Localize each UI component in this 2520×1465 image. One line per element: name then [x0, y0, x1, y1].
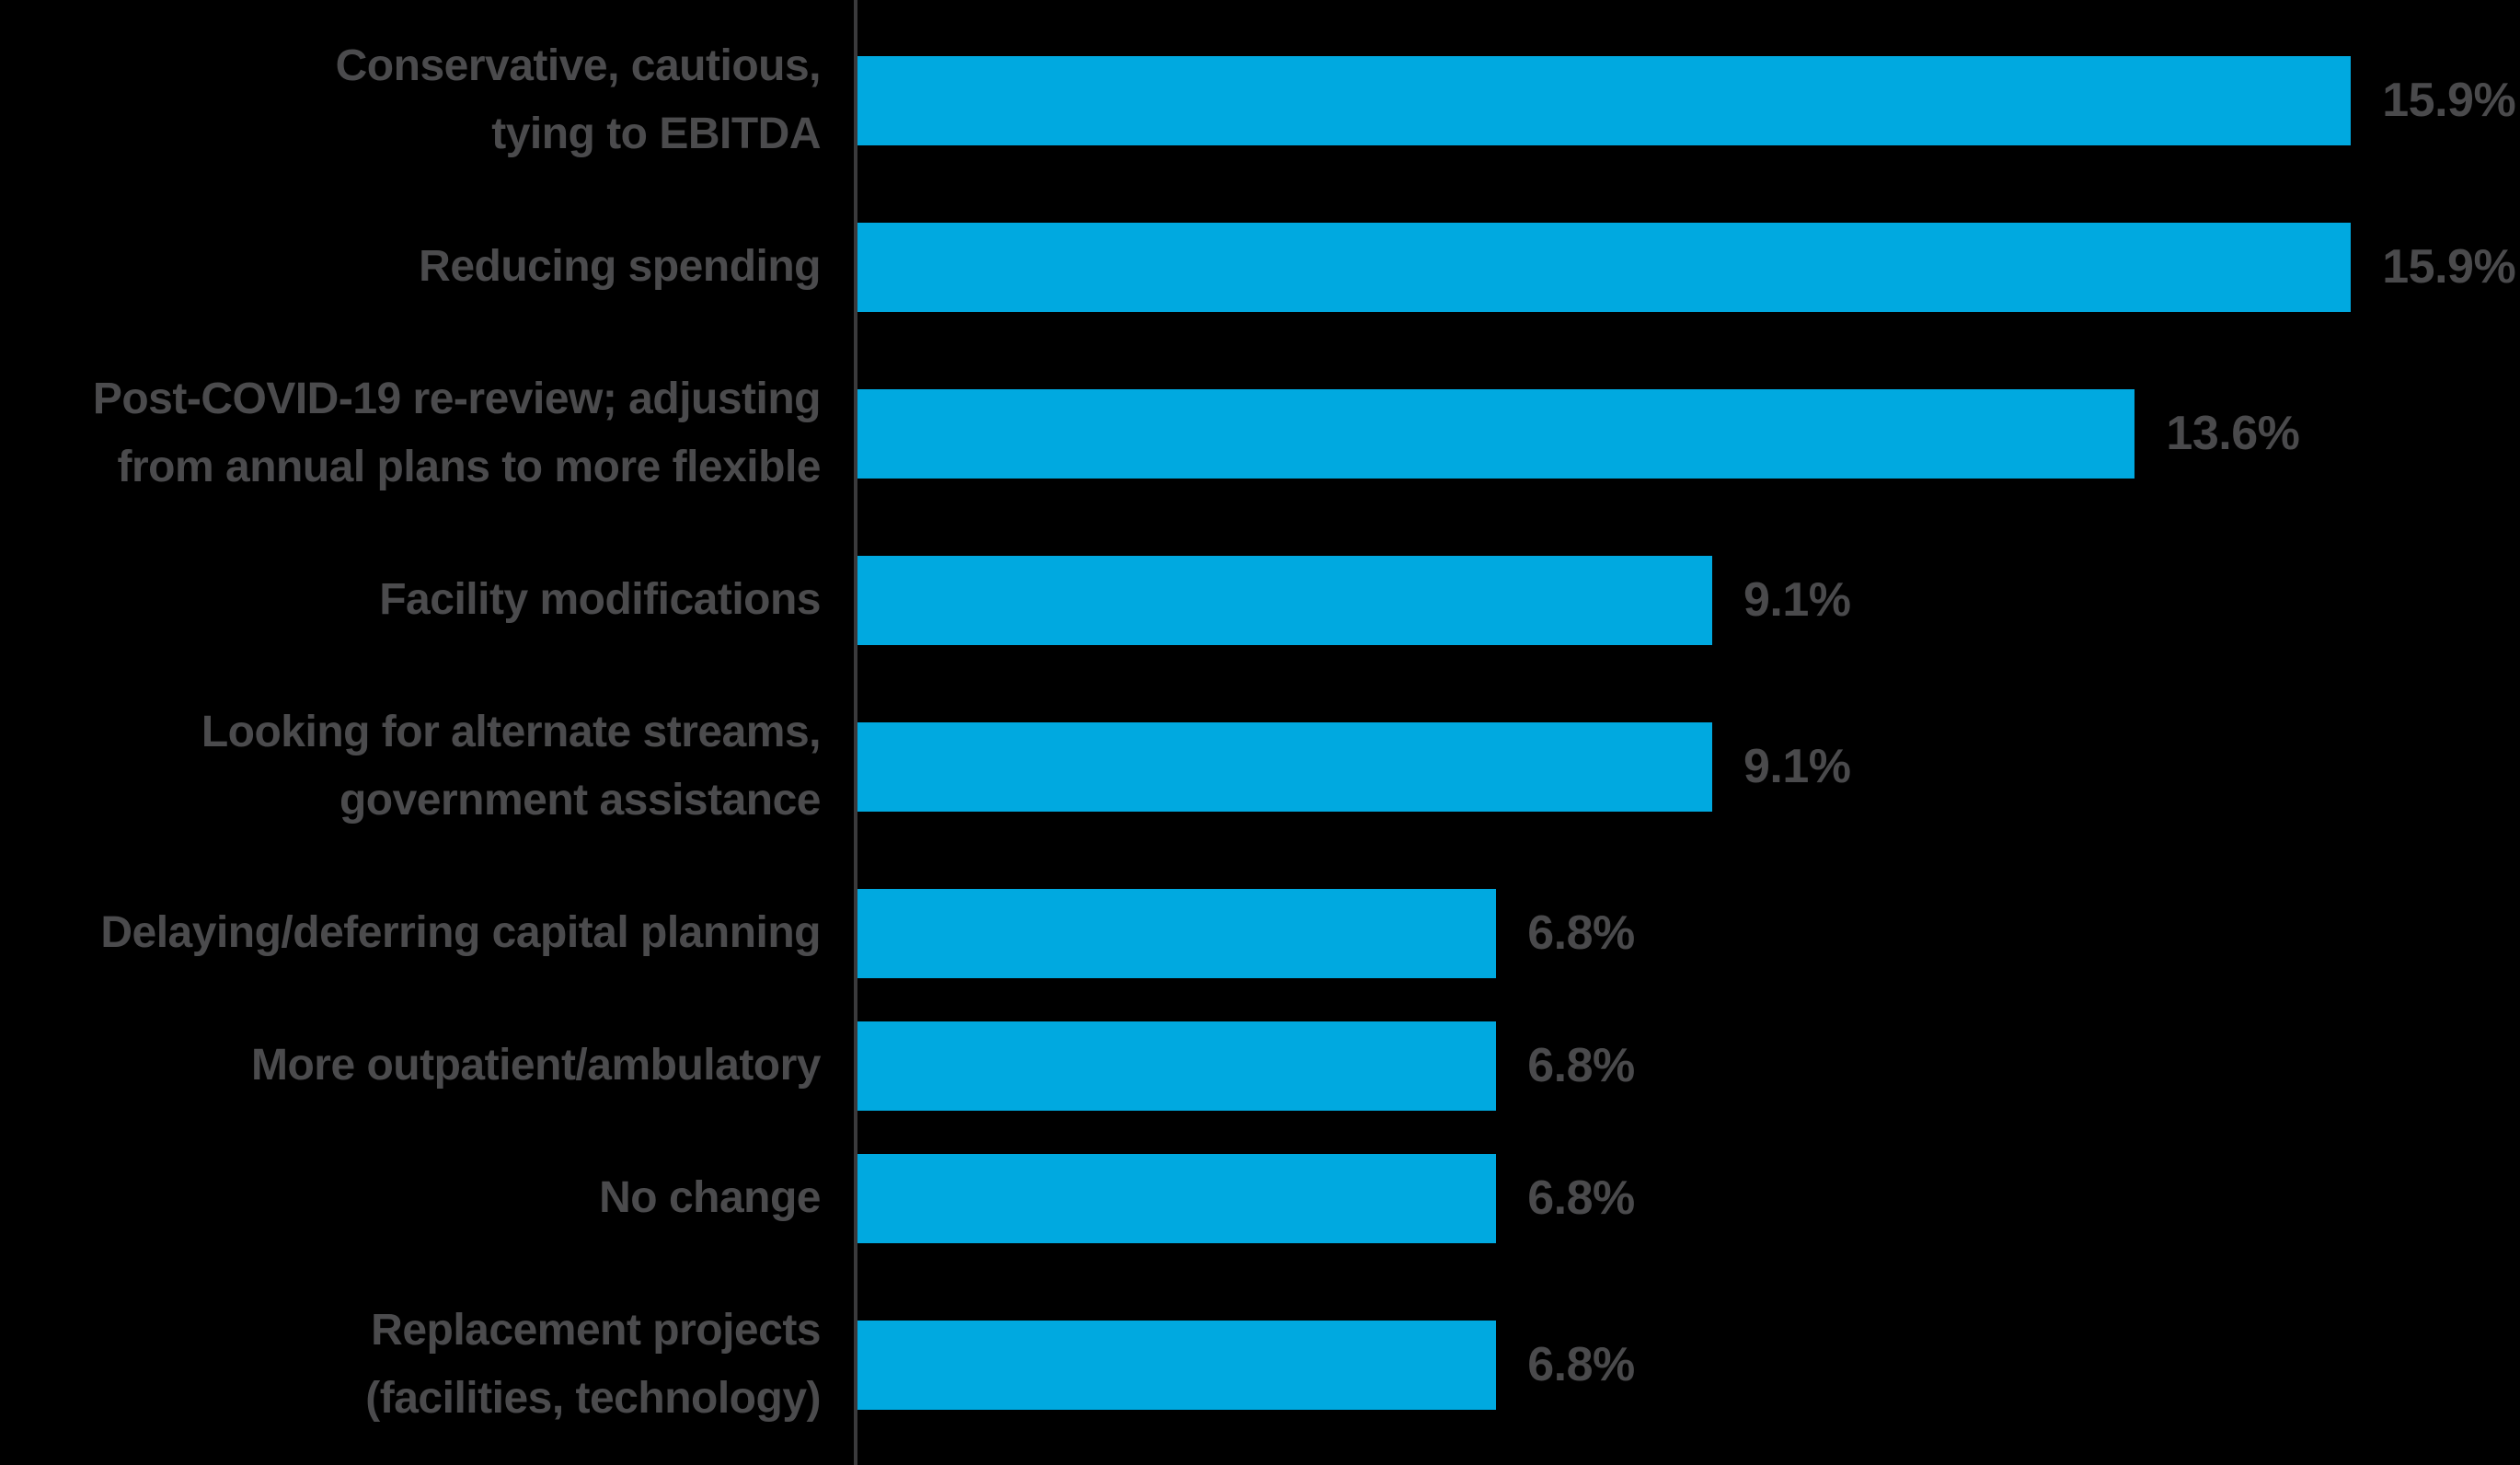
bar-cell: 6.8% — [854, 867, 2520, 999]
chart-row: No change 6.8% — [0, 1132, 2520, 1264]
chart-row: Conservative, cautious, tying to EBITDA 1… — [0, 0, 2520, 201]
category-label: Reducing spending — [419, 242, 821, 291]
value-label: 6.8% — [1527, 1039, 1635, 1092]
value-label: 9.1% — [1743, 740, 1851, 793]
chart-row: More outpatient/ambulatory 6.8% — [0, 999, 2520, 1132]
chart-row: Post-COVID-19 re-review; adjusting from … — [0, 333, 2520, 534]
chart-row: Looking for alternate streams, governmen… — [0, 666, 2520, 867]
bar — [857, 1153, 1497, 1243]
chart-row: Reducing spending 15.9% — [0, 201, 2520, 333]
value-label: 15.9% — [2382, 74, 2516, 127]
bar — [857, 388, 2135, 479]
category-label: More outpatient/ambulatory — [250, 1041, 822, 1090]
bar — [857, 1021, 1497, 1111]
bar-cell: 6.8% — [854, 1264, 2520, 1465]
bar-cell: 6.8% — [854, 1132, 2520, 1264]
value-label: 13.6% — [2166, 407, 2300, 460]
bar — [857, 55, 2352, 145]
category-label: Conservative, cautious, tying to EBITDA — [335, 41, 822, 158]
category-label: Post-COVID-19 re-review; adjusting from … — [92, 375, 822, 491]
value-label: 6.8% — [1527, 1171, 1635, 1225]
category-label: Replacement projects (facilities, techno… — [365, 1306, 821, 1423]
bar — [857, 555, 1713, 645]
value-label: 15.9% — [2382, 240, 2516, 294]
value-label: 9.1% — [1743, 573, 1851, 627]
category-label: Looking for alternate streams, governmen… — [201, 708, 822, 825]
bar-cell: 9.1% — [854, 666, 2520, 867]
category-label: Delaying/deferring capital planning — [100, 908, 821, 957]
category-label: No change — [599, 1173, 821, 1222]
value-label: 6.8% — [1527, 906, 1635, 960]
category-label: Facility modifications — [379, 575, 821, 624]
value-label: 6.8% — [1527, 1338, 1635, 1391]
chart-row: Replacement projects (facilities, techno… — [0, 1264, 2520, 1465]
bar — [857, 721, 1713, 812]
bar-cell: 13.6% — [854, 333, 2520, 534]
bar-cell: 9.1% — [854, 534, 2520, 666]
bar — [857, 222, 2352, 312]
bar-cell: 15.9% — [854, 201, 2520, 333]
bar-cell: 6.8% — [854, 999, 2520, 1132]
chart-row: Facility modifications 9.1% — [0, 534, 2520, 666]
y-axis-line — [854, 0, 857, 1465]
bar-cell: 15.9% — [854, 0, 2520, 201]
bar — [857, 1320, 1497, 1410]
bar — [857, 888, 1497, 978]
chart-row: Delaying/deferring capital planning 6.8% — [0, 867, 2520, 999]
